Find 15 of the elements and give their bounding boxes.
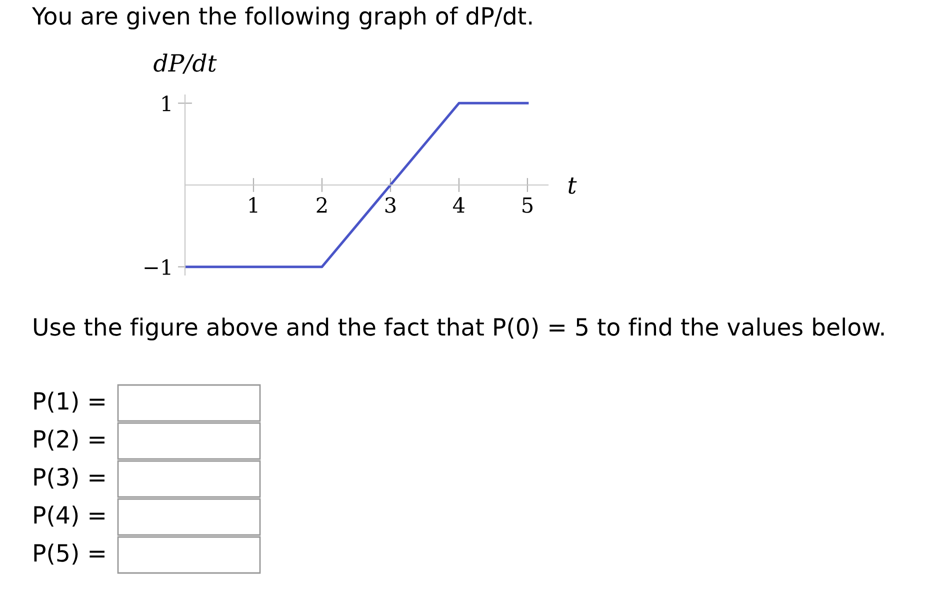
x-tick-label: 3 xyxy=(385,197,396,213)
x-tick-label: 2 xyxy=(316,197,327,213)
y-tick-label: −1 xyxy=(144,259,170,275)
text: P(5) = xyxy=(34,544,104,565)
y-axis-title: dP/dt xyxy=(154,54,217,74)
chart-title: You are given the following graph of dP/dt. xyxy=(32,6,532,30)
text: P(4) = xyxy=(34,506,104,527)
text: P(3) = xyxy=(34,468,104,489)
x-tick-label: 1 xyxy=(249,197,258,213)
text: Use the figure above and the fact that P(0) = 5 to find the values below. xyxy=(34,318,884,340)
text: P(1) = xyxy=(34,392,104,413)
x-tick-label: 5 xyxy=(522,197,532,213)
text: P(2) = xyxy=(34,430,104,451)
x-axis-title: t xyxy=(568,177,577,194)
x-tick-label: 4 xyxy=(452,197,465,213)
